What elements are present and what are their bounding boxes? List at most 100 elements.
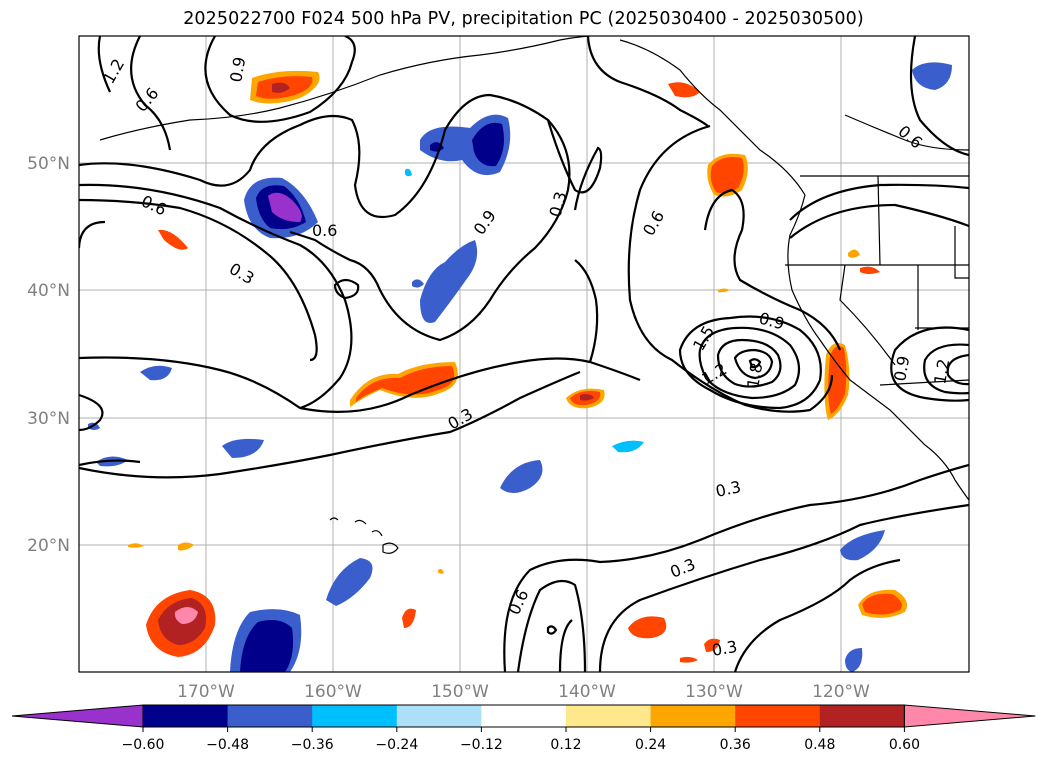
precip-neg-blob bbox=[845, 648, 863, 672]
colorbar-segment bbox=[735, 705, 821, 727]
precip-neg-blob bbox=[500, 460, 543, 493]
precip-neg-blob bbox=[405, 168, 412, 177]
colorbar-tick-label: 0.36 bbox=[720, 737, 751, 753]
pv-contour bbox=[789, 203, 969, 239]
pv-contour bbox=[733, 348, 774, 380]
pv-contour bbox=[130, 36, 172, 151]
precip-neg-blob bbox=[472, 122, 504, 167]
pv-contour bbox=[586, 36, 709, 127]
coastlines bbox=[99, 36, 969, 554]
colorbar-segment bbox=[396, 705, 482, 727]
pv-contour bbox=[503, 463, 969, 672]
precip-neg-blob bbox=[912, 62, 952, 90]
colorbar-tick-label: −0.24 bbox=[375, 737, 418, 753]
hawaii-island bbox=[382, 542, 399, 554]
alaska-coast bbox=[619, 39, 806, 196]
pv-contour bbox=[516, 579, 587, 672]
precip-pos-blob bbox=[272, 82, 290, 93]
lat-label: 40°N bbox=[27, 281, 70, 301]
canada-province-border bbox=[844, 114, 969, 151]
precip-neg-blob bbox=[222, 438, 264, 458]
pv-contour bbox=[733, 558, 901, 672]
pv-contour bbox=[97, 36, 111, 93]
colorbar-segment bbox=[819, 705, 905, 727]
colorbar-tick-label: −0.60 bbox=[122, 737, 165, 753]
precip-pos-blob bbox=[158, 229, 188, 250]
pv-contour bbox=[79, 183, 353, 410]
precip-neg-blob bbox=[240, 620, 294, 672]
precip-pos-blob bbox=[828, 346, 847, 414]
pv-contour bbox=[333, 278, 360, 300]
precip-pos-blob bbox=[174, 607, 198, 624]
pv-contour bbox=[716, 338, 782, 388]
precip-pos-blob bbox=[356, 366, 455, 402]
precip-neg-blob bbox=[268, 192, 302, 222]
colorbar-segment bbox=[143, 705, 229, 727]
colorbar-tick-label: −0.48 bbox=[206, 737, 249, 753]
map-title: 2025022700 F024 500 hPa PV, precipitatio… bbox=[183, 9, 864, 29]
state-border bbox=[839, 264, 896, 366]
lon-label: 150°W bbox=[431, 682, 489, 702]
colorbar-segment bbox=[312, 705, 398, 727]
pv-contours bbox=[79, 36, 969, 672]
precip-pos-blob bbox=[580, 394, 594, 401]
colorbar-tick-label: −0.12 bbox=[460, 737, 503, 753]
state-border bbox=[877, 175, 881, 266]
lon-label: 130°W bbox=[685, 682, 743, 702]
precip-neg-blob bbox=[140, 365, 172, 381]
precip-pos-blob bbox=[128, 543, 144, 548]
gridlines bbox=[79, 36, 969, 672]
precip-neg-blob bbox=[412, 279, 424, 288]
pv-contour bbox=[79, 393, 104, 432]
colorbar-tick-label: 0.24 bbox=[635, 737, 666, 753]
precip-neg-blob bbox=[840, 530, 885, 561]
contour-label: 1.2 bbox=[930, 357, 953, 385]
colorbar-tick-label: 0.12 bbox=[550, 737, 581, 753]
contour-label: 0.9 bbox=[226, 55, 249, 83]
plot-frame bbox=[78, 35, 970, 673]
lat-label: 50°N bbox=[27, 154, 70, 174]
lat-label: 20°N bbox=[27, 536, 70, 556]
precip-neg-blob bbox=[420, 240, 478, 324]
nw-coast bbox=[787, 194, 969, 501]
precip-pos-blob bbox=[710, 157, 744, 194]
pv-contour bbox=[79, 459, 141, 467]
hawaii-island bbox=[329, 517, 339, 521]
precip-pos-blob bbox=[718, 288, 730, 293]
colorbar: −0.60 −0.48 −0.36 −0.24 −0.12 0.12 0.24 0.36 0.4… bbox=[11, 704, 1036, 753]
contour-label: 0.6 bbox=[312, 221, 337, 240]
pv-contour bbox=[574, 259, 599, 363]
colorbar-extend-max bbox=[903, 704, 1036, 728]
pv-contour bbox=[79, 198, 318, 362]
precip-pos-blob bbox=[680, 656, 698, 663]
pv-contour bbox=[598, 503, 969, 672]
colorbar-tick-label: 0.60 bbox=[889, 737, 920, 753]
precip-pos-blob bbox=[860, 266, 880, 274]
longitude-labels: 170°W 160°W 150°W 140°W 130°W 120°W bbox=[177, 682, 870, 702]
contour-label: 0.3 bbox=[710, 637, 738, 660]
pv-contour bbox=[79, 356, 641, 413]
pv-contour bbox=[79, 370, 581, 479]
hawaii-island bbox=[371, 530, 383, 537]
precip-pos-blob bbox=[862, 593, 902, 615]
plot-area bbox=[79, 36, 969, 672]
lon-label: 140°W bbox=[558, 682, 616, 702]
precip-pos-blob bbox=[668, 82, 700, 98]
precip-pos-blob bbox=[704, 638, 720, 652]
precip-pos-blob bbox=[402, 608, 416, 628]
pv-contour bbox=[627, 124, 834, 413]
latitude-labels: 50°N 40°N 30°N 20°N bbox=[27, 154, 70, 556]
colorbar-extend-min bbox=[11, 704, 144, 728]
pv-contour bbox=[698, 326, 801, 400]
precip-pos-blob bbox=[438, 569, 444, 574]
contour-label: 0.9 bbox=[890, 354, 913, 382]
lat-label: 30°N bbox=[27, 409, 70, 429]
lon-label: 170°W bbox=[177, 682, 235, 702]
hawaii-island bbox=[354, 519, 367, 525]
pv-contour bbox=[546, 625, 558, 635]
colorbar-segment bbox=[227, 705, 313, 727]
pv-contour bbox=[789, 183, 969, 221]
contour-label: 0.3 bbox=[714, 477, 743, 501]
pv-contour bbox=[558, 619, 573, 672]
